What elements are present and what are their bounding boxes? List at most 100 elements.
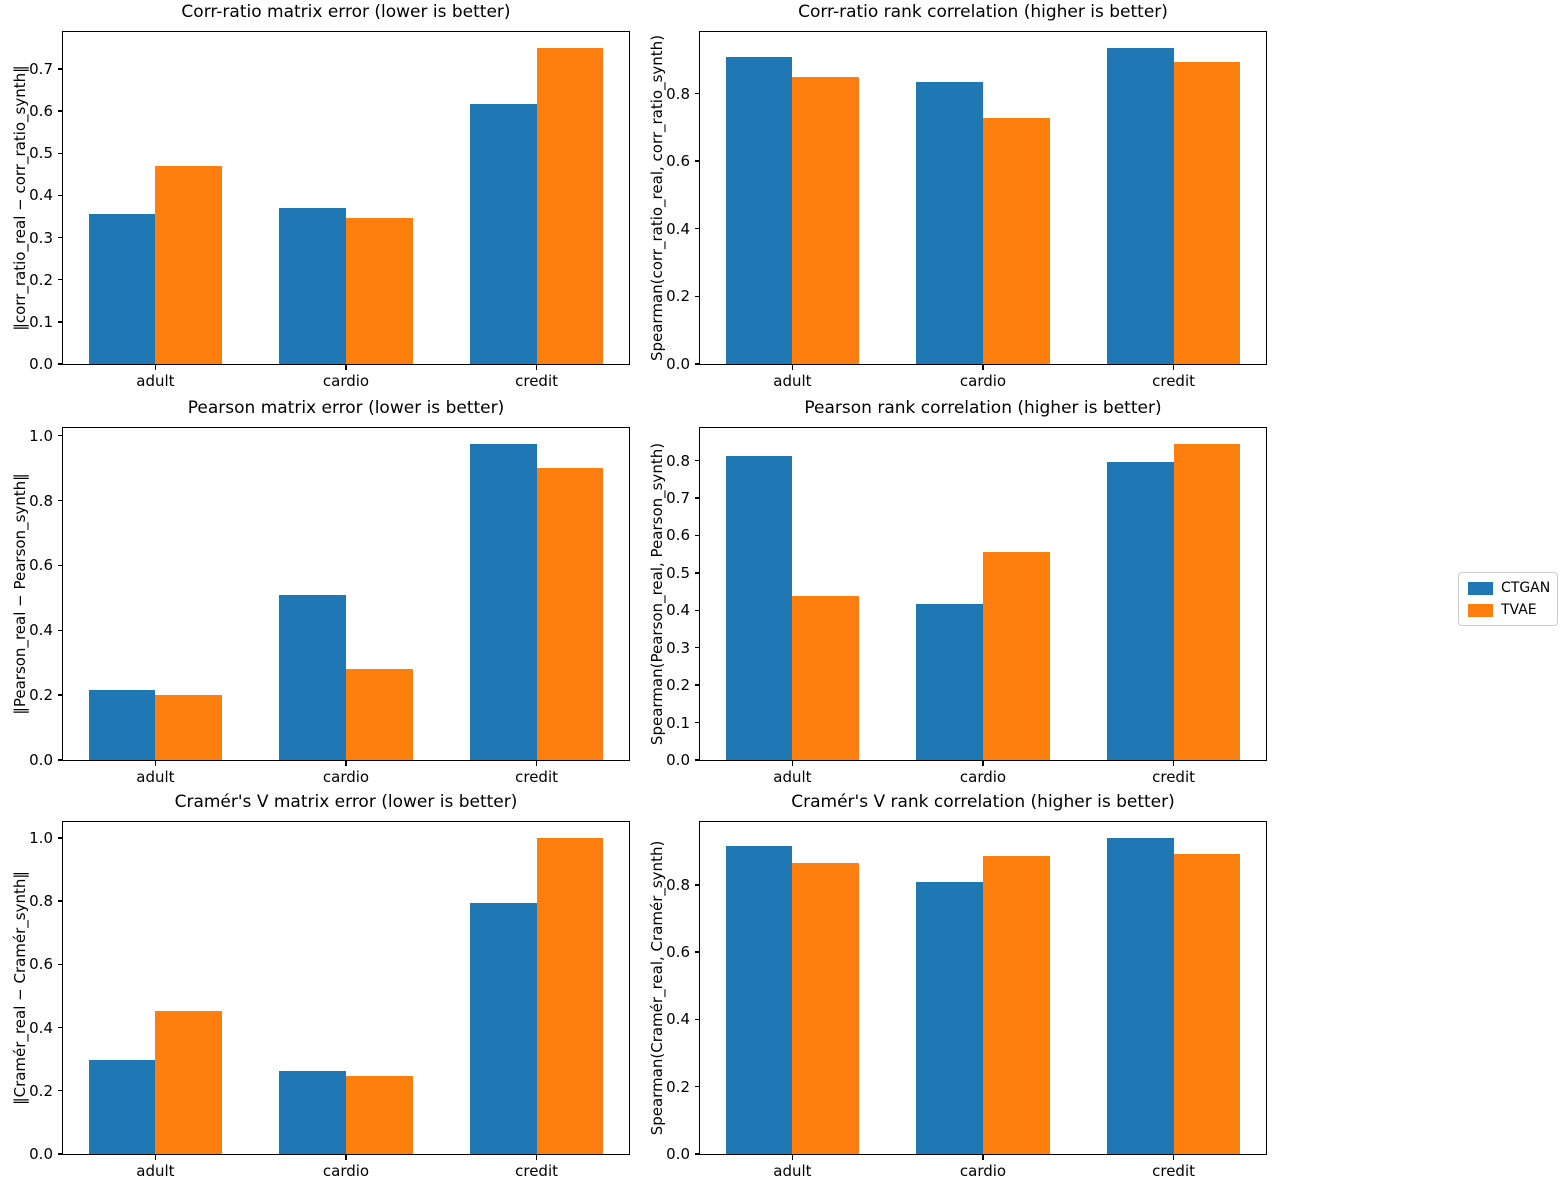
y-tick-label: 0.2 — [666, 1077, 690, 1096]
x-tick-mark — [154, 365, 157, 370]
y-tick-mark — [695, 160, 699, 162]
y-tick-mark — [695, 363, 699, 365]
y-tick-mark — [695, 721, 699, 724]
y-tick-mark — [695, 1086, 699, 1088]
legend: CTGAN TVAE — [1458, 572, 1558, 626]
y-tick-mark — [695, 92, 699, 95]
y-tick-mark — [695, 459, 699, 462]
bar-tvae-credit — [536, 837, 604, 1154]
y-tick-mark — [58, 499, 62, 502]
chart-title: Corr-ratio matrix error (lower is better… — [181, 2, 511, 22]
y-tick-mark — [58, 236, 62, 239]
bar-ctgan-credit — [469, 443, 537, 760]
y-tick-mark — [695, 1153, 699, 1155]
bar-ctgan-cardio — [279, 594, 346, 760]
bar-ctgan-adult — [88, 213, 156, 364]
y-tick-label: 0.2 — [666, 676, 690, 695]
bar-tvae-credit — [1173, 854, 1241, 1154]
x-tick-label: adult — [773, 1162, 812, 1180]
bar-ctgan-credit — [1106, 462, 1174, 760]
bar-tvae-adult — [792, 862, 860, 1154]
plot-area: 0.0 0.1 0.2 0.3 0.4 0.5 0.6 0.7 0.8 adult cardio cr… — [666, 427, 1267, 786]
x-tick-mark — [1172, 1155, 1175, 1160]
y-tick-label: 0.2 — [29, 1081, 53, 1100]
x-tick-label: cardio — [959, 1162, 1007, 1180]
y-tick-mark — [695, 1018, 699, 1021]
chart-title: Cramér's V matrix error (lower is better… — [174, 792, 518, 812]
y-tick-label: 0.8 — [666, 451, 690, 470]
x-tick-mark — [791, 761, 794, 766]
x-tick-label: credit — [515, 768, 559, 786]
y-tick-mark — [58, 1026, 62, 1029]
y-tick-mark — [58, 278, 62, 281]
subplot-pearson-matrix-error: Pearson matrix error (lower is better) ‖… — [11, 398, 630, 786]
y-tick-mark — [58, 564, 62, 567]
y-tick-label: 0.8 — [29, 892, 53, 911]
x-tick-label: credit — [1152, 1162, 1196, 1180]
y-tick-label: 0.0 — [666, 1145, 690, 1163]
y-tick-mark — [58, 963, 62, 965]
y-tick-label: 0.2 — [666, 287, 690, 306]
x-tick-mark — [154, 1155, 157, 1160]
y-tick-mark — [695, 228, 699, 230]
x-tick-label: adult — [136, 1162, 175, 1180]
y-tick-label: 0.3 — [29, 228, 53, 247]
y-tick-mark — [58, 110, 62, 112]
x-tick-mark — [535, 761, 538, 766]
x-tick-mark — [535, 1155, 538, 1160]
y-tick-mark — [695, 534, 699, 537]
y-tick-label: 0.6 — [29, 102, 53, 121]
legend-item-ctgan: CTGAN — [1468, 580, 1551, 596]
y-tick-label: 0.3 — [666, 638, 690, 657]
bar-ctgan-adult — [725, 456, 793, 760]
y-tick-label: 0.8 — [29, 491, 53, 510]
y-tick-label: 0.6 — [29, 556, 53, 575]
x-tick-mark — [1172, 761, 1175, 766]
bar-tvae-cardio — [983, 855, 1050, 1154]
x-tick-label: credit — [1152, 768, 1196, 786]
y-tick-label: 1.0 — [29, 828, 53, 847]
y-tick-mark — [695, 684, 699, 686]
y-tick-mark — [695, 647, 699, 649]
chart-title: Cramér's V rank correlation (higher is b… — [791, 792, 1175, 812]
plot-area: 0.0 0.1 0.2 0.3 0.4 0.5 0.6 0.7 adult cardio credi… — [29, 31, 630, 390]
y-tick-mark — [58, 68, 62, 70]
plot-area: 0.0 0.2 0.4 0.6 0.8 adult cardio credit — [666, 821, 1267, 1180]
subplot-corr-ratio-rank-correlation: Corr-ratio rank correlation (higher is b… — [648, 2, 1267, 390]
bar-ctgan-adult — [725, 846, 793, 1154]
legend-label: CTGAN — [1501, 580, 1551, 596]
bar-tvae-adult — [792, 76, 860, 364]
x-tick-mark — [1172, 365, 1175, 370]
bar-tvae-credit — [1173, 443, 1241, 760]
legend-label: TVAE — [1501, 602, 1537, 618]
y-tick-mark — [695, 572, 699, 574]
y-tick-label: 0.2 — [29, 270, 53, 289]
bar-ctgan-credit — [1106, 837, 1174, 1154]
y-tick-label: 0.4 — [29, 186, 53, 205]
x-tick-mark — [535, 365, 538, 370]
x-tick-label: cardio — [959, 372, 1007, 390]
x-tick-mark — [154, 761, 157, 766]
y-tick-mark — [58, 321, 62, 323]
y-tick-mark — [58, 629, 62, 631]
x-tick-mark — [345, 365, 347, 370]
y-tick-label: 0.5 — [29, 144, 53, 163]
y-tick-mark — [695, 759, 699, 761]
bar-ctgan-adult — [88, 1060, 156, 1154]
bar-ctgan-cardio — [916, 881, 983, 1154]
plot-area: 0.0 0.2 0.4 0.6 0.8 adult cardio credit — [666, 31, 1267, 390]
bar-tvae-adult — [155, 694, 223, 760]
y-tick-mark — [695, 295, 699, 298]
y-tick-mark — [58, 759, 62, 761]
y-tick-label: 0.1 — [29, 312, 53, 331]
bar-ctgan-credit — [1106, 47, 1174, 364]
x-tick-label: adult — [136, 768, 175, 786]
x-tick-label: cardio — [959, 768, 1007, 786]
bar-ctgan-cardio — [279, 207, 346, 364]
y-tick-label: 0.0 — [666, 751, 690, 769]
y-tick-label: 0.6 — [666, 526, 690, 545]
y-tick-label: 0.0 — [666, 355, 690, 373]
x-tick-mark — [345, 1155, 347, 1160]
subplot-cramers-v-matrix-error: Cramér's V matrix error (lower is better… — [11, 792, 630, 1180]
